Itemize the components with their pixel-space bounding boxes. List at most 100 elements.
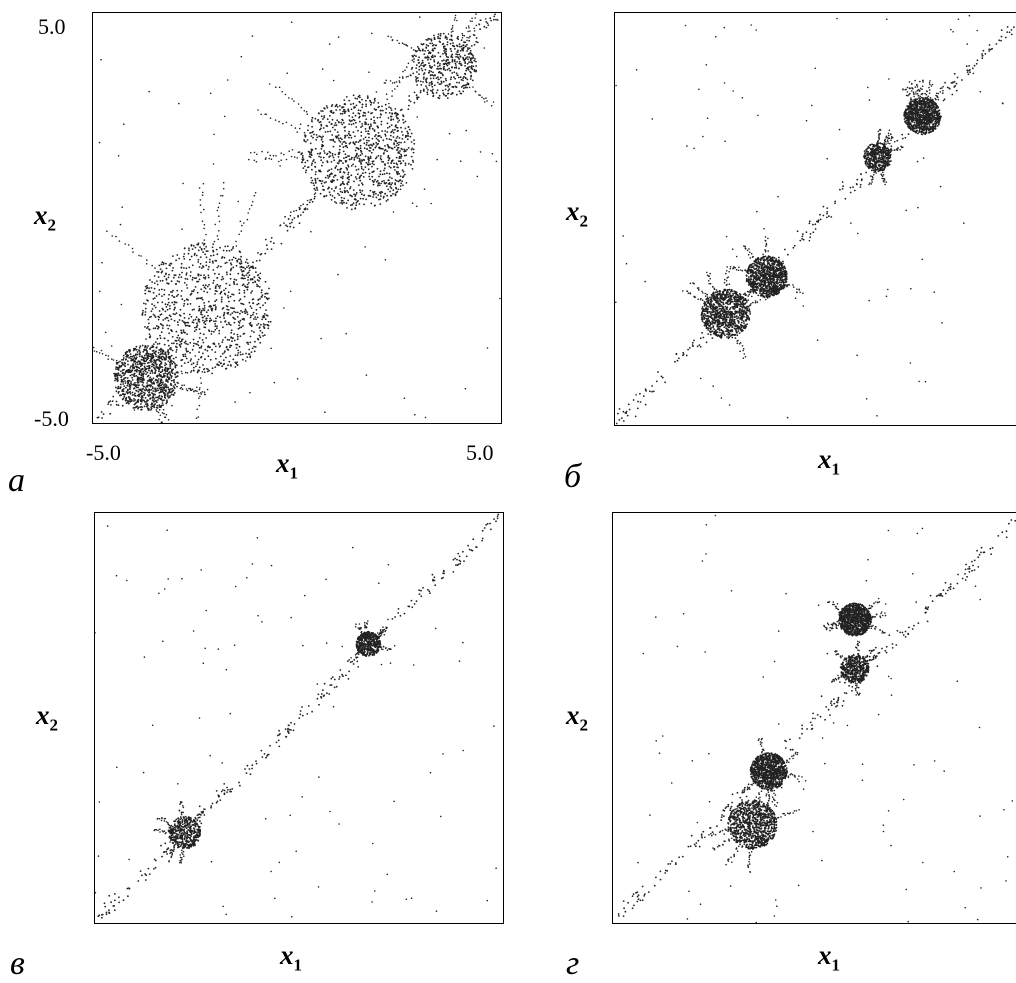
data-point [397,147,399,149]
data-point [438,79,440,81]
data-point [317,119,319,121]
data-point [952,82,954,84]
data-point [123,385,125,387]
data-point [344,111,346,113]
data-point [385,108,387,110]
data-point [447,56,449,58]
data-point [476,25,478,27]
data-point [368,137,370,139]
data-point [170,316,172,318]
data-point [165,380,167,382]
data-point [173,361,175,363]
data-point [976,63,978,65]
data-point [165,389,167,391]
data-point [183,253,185,255]
data-point [734,334,736,336]
data-point [444,37,446,39]
data-point [193,343,195,345]
data-point [113,359,115,361]
data-point [202,339,204,341]
data-point [363,112,365,114]
data-point [171,394,173,396]
data-point [466,40,468,42]
data-point [930,105,932,107]
data-point [717,293,719,295]
data-point [169,395,171,397]
data-point [239,251,241,253]
data-point [225,368,227,370]
data-point [463,76,465,78]
data-point [168,358,170,360]
data-point [723,333,725,335]
data-point [240,221,242,223]
data-point [450,93,452,95]
data-point [159,405,161,407]
data-point [457,36,459,38]
data-point [448,33,450,35]
data-point [315,182,317,184]
data-point [709,304,711,306]
data-point [120,377,122,379]
data-point [439,65,441,67]
data-point [155,355,157,357]
data-point [137,379,139,381]
data-point [458,57,460,59]
data-point [223,359,225,361]
data-point [379,148,381,150]
data-point [437,36,439,38]
data-point [265,114,267,116]
data-point [324,195,326,197]
data-point [198,369,200,371]
data-point [471,68,473,70]
data-point [704,301,706,303]
data-point [470,75,472,77]
data-point [255,192,257,194]
data-point [235,363,237,365]
data-point [376,138,378,140]
data-point [399,160,401,162]
data-point [365,105,367,107]
data-point [399,152,401,154]
data-point [342,111,344,113]
data-point [170,392,172,394]
data-point [434,64,436,66]
data-point [706,300,708,302]
data-point [473,28,475,30]
data-point [418,59,420,61]
data-point [374,205,376,207]
data-point [292,149,294,151]
data-point [162,308,164,310]
data-point [201,310,203,312]
data-point [240,351,242,353]
data-point [944,82,946,84]
data-point [160,389,162,391]
data-point [209,305,211,307]
data-point [712,307,714,309]
data-point [116,401,118,403]
data-point [147,386,149,388]
data-point [426,91,428,93]
data-point [397,127,399,129]
data-point [299,151,301,153]
data-point [155,380,157,382]
data-point [307,160,309,162]
data-point [729,324,731,326]
data-point [322,189,324,191]
data-point [146,327,148,329]
data-point [725,323,727,325]
data-point [160,366,162,368]
data-point [332,180,334,182]
data-point [365,166,367,168]
data-point [716,317,718,319]
data-point [158,396,160,398]
data-point [384,82,386,84]
data-point [133,367,135,369]
data-point [137,367,139,369]
data-point [159,383,161,385]
data-point [726,333,728,335]
data-point [726,266,728,268]
data-point [344,103,346,105]
data-point [366,374,368,376]
data-point [154,288,156,290]
data-point [111,358,113,360]
